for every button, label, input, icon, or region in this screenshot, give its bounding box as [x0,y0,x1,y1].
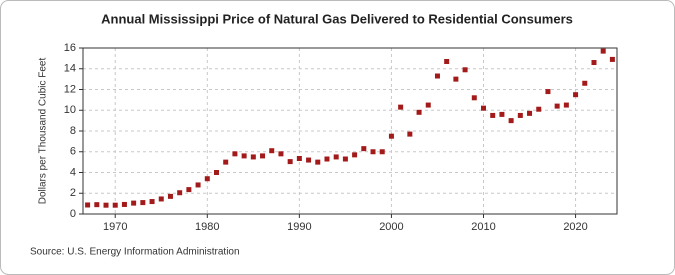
y-tick-label: 6 [70,146,76,158]
point [425,102,431,108]
y-tick-label: 0 [70,208,76,220]
point [306,157,312,163]
point [158,196,164,202]
point [149,199,155,205]
point [499,111,505,117]
y-tick-label: 4 [70,166,76,178]
point [536,106,542,112]
point [94,202,100,208]
point [508,118,514,124]
point [545,89,551,95]
y-tick-label: 14 [64,63,76,75]
x-tick-label: 1990 [287,221,311,233]
point [232,151,238,157]
y-tick-label: 10 [64,104,76,116]
point [260,153,266,159]
point [241,153,247,159]
point [582,80,588,86]
point [352,152,358,158]
point [121,201,127,207]
x-tick-label: 2010 [471,221,495,233]
point [214,170,219,175]
point [407,131,413,137]
point [324,156,330,162]
source: Source: U.S. Energy Information Administ… [30,247,240,258]
x-tick-label: 1980 [195,221,219,233]
y-tick-label: 8 [70,125,76,137]
point [563,102,569,108]
point [370,149,376,155]
point [186,187,192,193]
y-axis-label: Dollars per Thousand Cubic Feet [38,58,49,205]
point [250,154,256,160]
point [490,112,496,118]
point [609,56,615,62]
point [140,200,146,206]
plot-border [82,47,618,215]
x-tick-label: 2020 [563,221,587,233]
point [471,95,477,101]
point [462,67,468,73]
x-tick-label: 2000 [379,221,403,233]
point [333,154,339,160]
point [223,159,229,165]
point [287,159,293,165]
point [195,182,201,188]
point [296,155,302,161]
point [398,104,404,110]
point [434,73,440,79]
point [278,151,284,157]
point [416,109,422,115]
y-tick-label: 2 [70,187,76,199]
point [112,202,118,208]
x-tick-label: 1970 [103,221,127,233]
point [204,176,210,182]
point [167,193,173,199]
y-tick-label: 12 [64,83,76,95]
point [361,146,367,152]
point [388,133,394,139]
point [444,58,450,64]
point [315,159,321,165]
point [131,200,137,206]
point [481,105,486,111]
point [85,202,91,208]
point [591,60,597,66]
point [342,156,348,162]
point [269,148,275,154]
point [517,112,523,118]
point [554,103,560,109]
point [453,76,459,82]
point [379,149,385,155]
y-tick-label: 16 [64,42,76,54]
point [177,190,183,196]
point [103,202,109,208]
point [600,48,606,54]
point [527,110,533,116]
chart-title: Annual Mississippi Price of Natural Gas … [101,11,573,26]
point [573,92,579,98]
